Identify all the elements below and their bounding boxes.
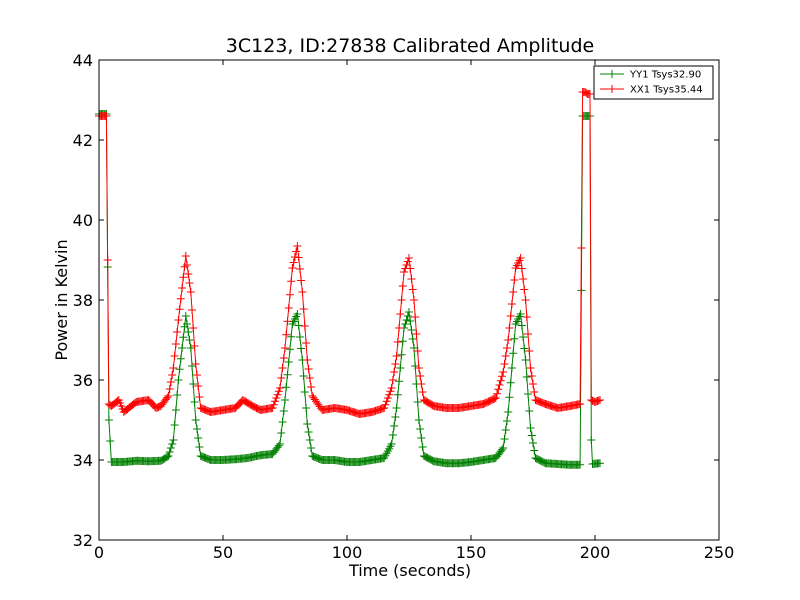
series-markers-1 (95, 88, 604, 418)
axis-ticks-group: 0 50 100 150 200 250 32 34 36 38 40 42 44 (73, 51, 735, 562)
series-line-1 (99, 91, 601, 415)
y-tick-label: 38 (73, 291, 93, 310)
y-tick-label: 44 (73, 51, 93, 70)
legend-swatch-marker (608, 70, 616, 78)
chart-title: 3C123, ID:27838 Calibrated Amplitude (226, 35, 594, 57)
x-tick-label: 50 (213, 543, 233, 562)
y-tick-label: 40 (73, 211, 93, 230)
x-tick-label: 100 (332, 543, 363, 562)
y-tick-label: 42 (73, 131, 93, 150)
legend-label: XX1 Tsys35.44 (630, 85, 703, 96)
y-axis-label: Power in Kelvin (52, 239, 71, 360)
legend: YY1 Tsys32.90 XX1 Tsys35.44 (593, 65, 714, 100)
legend-box (593, 65, 714, 100)
legend-label: YY1 Tsys32.90 (629, 70, 701, 81)
x-tick-label: 200 (580, 543, 611, 562)
x-tick-label: 250 (704, 543, 735, 562)
plot-series-group (95, 88, 604, 469)
y-tick-label: 36 (73, 371, 93, 390)
x-tick-label: 0 (94, 543, 104, 562)
x-tick-label: 150 (456, 543, 487, 562)
legend-swatch-marker (608, 85, 616, 93)
y-tick-label: 32 (73, 531, 93, 550)
x-axis-label: Time (seconds) (348, 561, 471, 580)
plot-frame (98, 59, 720, 541)
y-tick-label: 34 (73, 451, 93, 470)
